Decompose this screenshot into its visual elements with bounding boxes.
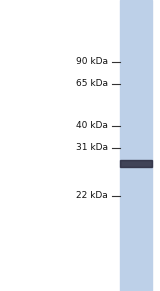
Text: 31 kDa: 31 kDa <box>76 143 108 152</box>
Text: 40 kDa: 40 kDa <box>76 122 108 130</box>
Text: 90 kDa: 90 kDa <box>76 58 108 67</box>
Bar <box>120 159 152 166</box>
Text: 65 kDa: 65 kDa <box>76 79 108 88</box>
Text: 22 kDa: 22 kDa <box>76 191 108 200</box>
Bar <box>120 0 152 291</box>
